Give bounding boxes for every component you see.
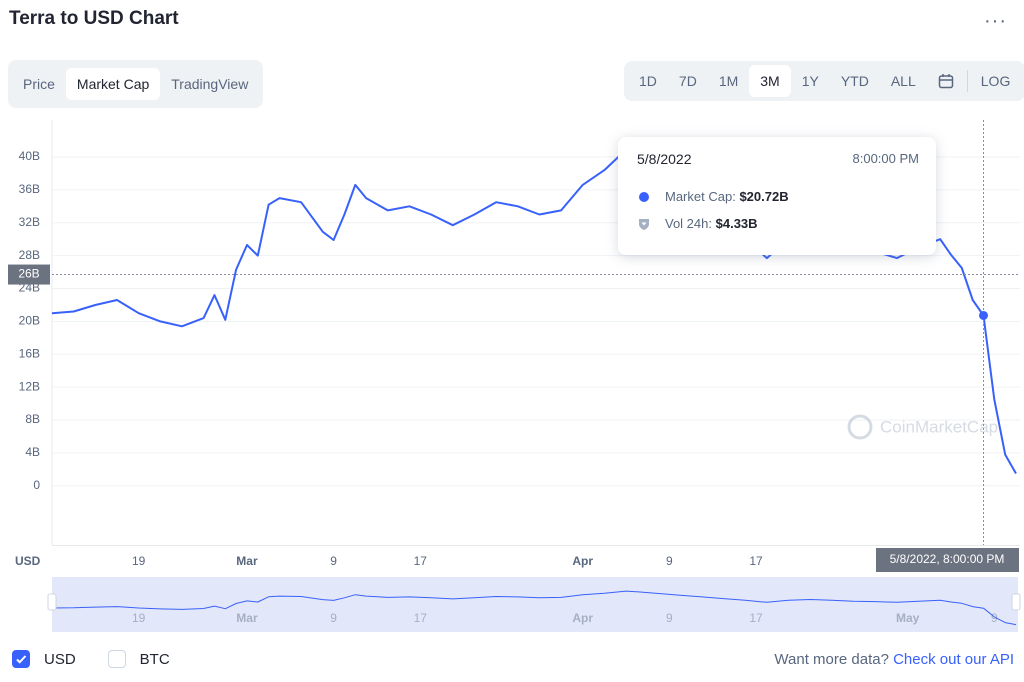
hover-point — [979, 310, 989, 320]
crosshair-y-box — [8, 264, 50, 285]
navigator-tick-label: 9 — [666, 611, 673, 625]
api-link[interactable]: Check out our API — [893, 651, 1014, 668]
x-tick-label: 19 — [132, 554, 146, 568]
more-menu[interactable]: ··· — [984, 10, 1007, 32]
currency-toggles: USD BTC — [12, 650, 188, 668]
navigator-tick-label: May — [896, 611, 920, 625]
plot-bottom — [52, 545, 1020, 546]
x-tick-label: 9 — [330, 554, 337, 568]
watermark-logo — [847, 414, 873, 440]
y-tick-label: 40B — [19, 149, 40, 163]
check-mark — [16, 655, 27, 664]
navigator-tick-label: 17 — [749, 611, 763, 625]
tooltip-row: Vol 24h: $4.33B — [665, 216, 758, 231]
tab[interactable]: Market Cap — [65, 68, 161, 100]
navigator-tick-label: Apr — [572, 611, 593, 625]
navigator-tick-label: 9 — [330, 611, 337, 625]
y-tick-label: 0 — [33, 478, 40, 492]
axis-currency: USD — [15, 554, 41, 568]
navigator-tick-label: 19 — [132, 611, 146, 625]
tooltip-key: Market Cap: — [665, 189, 736, 204]
y-tick-label: 8B — [25, 412, 40, 426]
tooltip-value: $4.33B — [715, 216, 758, 231]
tooltip-date: 5/8/2022 — [637, 151, 692, 167]
navigator-handle — [1011, 593, 1021, 611]
y-tick-label: 16B — [19, 346, 40, 360]
range-button[interactable]: 1M — [718, 73, 739, 89]
range-button[interactable]: ALL — [890, 73, 916, 89]
log-button[interactable]: LOG — [980, 73, 1011, 89]
range-button[interactable]: 1D — [639, 73, 657, 89]
tooltip-value: $20.72B — [739, 189, 789, 204]
tooltip-time: 8:00:00 PM — [852, 151, 920, 166]
y-tick-label: 28B — [19, 248, 40, 262]
checkbox-label: USD — [44, 650, 76, 668]
checkbox-label: BTC — [139, 650, 170, 668]
navigator-tick-label: Mar — [236, 611, 258, 625]
navigator-handle — [47, 593, 57, 611]
navigator-tick-label: 9 — [991, 611, 998, 625]
range-button[interactable]: 3M — [749, 65, 791, 97]
volume-icon — [639, 219, 649, 230]
range-button[interactable]: 1Y — [801, 73, 819, 89]
footer: Want more data? Check out our API — [774, 651, 1014, 668]
divider — [966, 70, 968, 92]
range-group: 1D 7D 1M 3M 1Y YTD ALL LOG — [624, 61, 1024, 101]
y-tick-label: 20B — [19, 314, 40, 328]
y-tick-label: 32B — [19, 215, 40, 229]
tooltip: 5/8/2022 8:00:00 PM Market Cap: $20.72B … — [618, 137, 936, 255]
watermark: CoinMarketCap — [847, 414, 998, 440]
crosshair-y-label: 26B — [18, 267, 39, 281]
tab[interactable]: Price — [23, 76, 55, 92]
tab[interactable]: TradingView — [171, 76, 249, 92]
navigator-line — [51, 590, 1017, 626]
crosshair-x-label: 5/8/2022, 8:00:00 PM — [890, 552, 1005, 566]
widget-title: Terra to USD Chart — [9, 8, 179, 29]
tab-group: Price Market Cap TradingView — [8, 60, 264, 108]
y-tick-label: 36B — [19, 182, 40, 196]
watermark-text: CoinMarketCap — [880, 417, 998, 436]
crosshair-x-box — [876, 548, 1019, 572]
range-button[interactable]: YTD — [840, 73, 869, 89]
checkbox[interactable] — [12, 650, 30, 668]
calendar-button[interactable] — [927, 65, 965, 97]
y-tick-label: 4B — [25, 445, 40, 459]
checkbox[interactable] — [107, 650, 126, 668]
market-cap-line — [51, 148, 1017, 474]
legend-dot — [639, 192, 649, 202]
x-tick-label: 17 — [414, 554, 428, 568]
x-tick-label: 9 — [666, 554, 673, 568]
tooltip-row: Market Cap: $20.72B — [665, 189, 789, 204]
x-tick-label: Mar — [236, 554, 258, 568]
calendar-icon — [938, 74, 954, 89]
navigator — [52, 577, 1018, 632]
footer-text: Want more data? — [774, 651, 889, 668]
x-tick-label: Apr — [572, 554, 593, 568]
tooltip-key: Vol 24h: — [665, 216, 712, 231]
y-tick-label: 12B — [19, 379, 40, 393]
x-tick-label: 17 — [749, 554, 763, 568]
range-button[interactable]: 7D — [678, 73, 697, 89]
navigator-tick-label: 17 — [414, 611, 428, 625]
